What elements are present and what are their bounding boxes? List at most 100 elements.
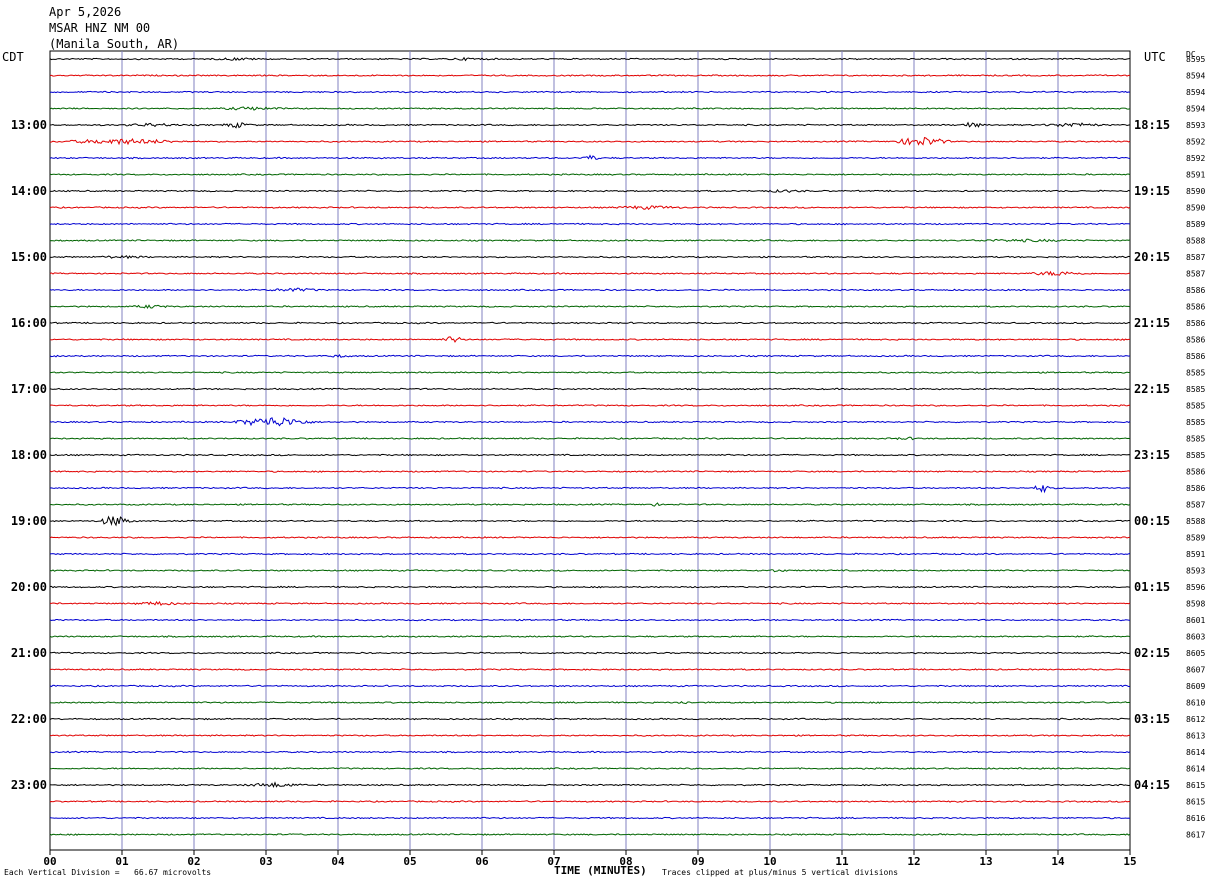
left-timezone-label: CDT	[2, 50, 24, 64]
dc-offset-label: 8590	[1186, 204, 1205, 213]
dc-offset-label: 8609	[1186, 682, 1205, 691]
x-tick-label: 12	[907, 855, 920, 868]
dc-offset-label: 8594	[1186, 72, 1205, 81]
trace-line	[49, 552, 1131, 556]
trace-line	[49, 618, 1131, 622]
dc-offset-label: 8615	[1186, 798, 1205, 807]
dc-offset-label: 8592	[1186, 138, 1205, 147]
dc-offset-label: 8593	[1186, 567, 1205, 576]
trace-line	[49, 270, 1131, 277]
trace-line	[49, 651, 1131, 655]
dc-offset-label: 8589	[1186, 534, 1205, 543]
plot-date: Apr 5,2026	[49, 5, 122, 19]
trace-line	[49, 701, 1131, 705]
trace-line	[50, 600, 1131, 607]
trace-line	[49, 90, 1131, 94]
dc-offset-label: 8615	[1186, 781, 1205, 790]
trace-line	[49, 121, 1131, 129]
trace-line	[49, 404, 1131, 407]
dc-offset-label: 8614	[1186, 765, 1205, 774]
dc-offset-label: 8594	[1186, 88, 1205, 97]
dc-offset-label: 8616	[1186, 814, 1205, 823]
station-code: MSAR HNZ NM 00	[49, 21, 151, 35]
dc-offset-label: 8585	[1186, 402, 1205, 411]
trace-line	[49, 254, 1131, 260]
left-hour-label: 22:00	[11, 712, 47, 726]
right-hour-label: 18:15	[1134, 118, 1170, 132]
right-hour-label: 22:15	[1134, 382, 1170, 396]
dc-offset-label: 8612	[1186, 715, 1205, 724]
trace-line	[49, 436, 1131, 441]
dc-offset-label: 8603	[1186, 633, 1205, 642]
left-hour-label: 17:00	[11, 382, 47, 396]
trace-line	[49, 287, 1131, 293]
trace-line	[49, 585, 1131, 589]
trace-line	[49, 336, 1130, 343]
dc-offset-label: 8585	[1186, 435, 1205, 444]
right-hour-label: 23:15	[1134, 448, 1170, 462]
trace-line	[49, 74, 1130, 77]
trace-line	[49, 502, 1131, 507]
x-tick-label: 08	[619, 855, 632, 868]
left-hour-label: 23:00	[11, 778, 47, 792]
x-tick-label: 05	[403, 855, 416, 868]
trace-line	[49, 321, 1131, 325]
dc-offset-label: 8592	[1186, 154, 1205, 163]
trace-line	[49, 205, 1131, 211]
left-hour-label: 13:00	[11, 118, 47, 132]
trace-line	[49, 56, 1131, 62]
right-hour-label: 21:15	[1134, 316, 1170, 330]
right-hour-label: 20:15	[1134, 250, 1170, 264]
trace-line	[49, 515, 1130, 527]
dc-offset-label: 8605	[1186, 649, 1205, 658]
trace-line	[49, 189, 1131, 193]
dc-offset-label: 8586	[1186, 319, 1205, 328]
trace-line	[49, 106, 1131, 111]
x-tick-label: 02	[187, 855, 200, 868]
left-hour-label: 14:00	[11, 184, 47, 198]
trace-line	[49, 684, 1130, 688]
dc-offset-label: 8601	[1186, 616, 1205, 625]
trace-line	[49, 833, 1131, 836]
right-hour-label: 00:15	[1134, 514, 1170, 528]
clip-note: Traces clipped at plus/minus 5 vertical …	[662, 868, 899, 877]
trace-line	[49, 635, 1131, 638]
trace-line	[49, 569, 1131, 573]
dc-offset-label: 8607	[1186, 666, 1205, 675]
x-axis-title: TIME (MINUTES)	[554, 864, 647, 877]
trace-line	[49, 222, 1131, 226]
trace-line	[49, 354, 1131, 358]
dc-offset-label: 8591	[1186, 171, 1205, 180]
x-tick-label: 09	[691, 855, 704, 868]
x-tick-label: 06	[475, 855, 489, 868]
left-hour-label: 16:00	[11, 316, 47, 330]
right-timezone-label: UTC	[1144, 50, 1166, 64]
trace-line	[49, 750, 1131, 754]
dc-offset-label: 8587	[1186, 501, 1205, 510]
dc-offset-label: 8594	[1186, 105, 1205, 114]
dc-offset-label: 8595	[1186, 55, 1205, 64]
trace-line	[49, 453, 1131, 457]
trace-line	[49, 304, 1131, 310]
left-hour-label: 18:00	[11, 448, 47, 462]
trace-line	[49, 816, 1131, 820]
dc-offset-label: 8586	[1186, 303, 1205, 312]
plot-frame	[49, 50, 1131, 851]
x-tick-label: 03	[259, 855, 272, 868]
dc-offset-label: 8610	[1186, 699, 1205, 708]
dc-offset-label: 8585	[1186, 385, 1205, 394]
scale-note: Each Vertical Division = 66.67 microvolt…	[4, 868, 212, 877]
trace-line	[49, 387, 1131, 391]
x-tick-label: 13	[979, 855, 992, 868]
trace-line	[49, 734, 1130, 737]
left-hour-label: 15:00	[11, 250, 47, 264]
x-tick-label: 00	[43, 855, 56, 868]
trace-line	[49, 417, 1131, 427]
trace-line	[49, 238, 1131, 243]
trace-line	[49, 154, 1131, 160]
trace-line	[49, 173, 1131, 176]
right-hour-label: 03:15	[1134, 712, 1170, 726]
right-hour-label: 04:15	[1134, 778, 1170, 792]
left-hour-label: 21:00	[11, 646, 47, 660]
x-tick-label: 11	[835, 855, 849, 868]
